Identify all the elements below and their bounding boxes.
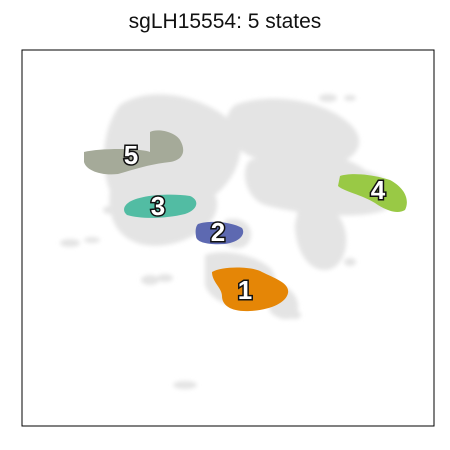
state-label-1: 1	[238, 275, 252, 305]
state-cluster-2	[195, 221, 244, 245]
state-label-4: 4	[371, 175, 386, 205]
background-cell-island	[289, 311, 301, 319]
state-cluster-3	[124, 194, 197, 218]
background-cell-island	[344, 95, 356, 101]
background-cell-island	[344, 258, 356, 266]
state-label-2: 2	[211, 217, 225, 247]
state-label-3: 3	[151, 191, 165, 221]
background-cell-island	[157, 274, 173, 282]
state-cluster-1	[212, 267, 289, 312]
state-labels: 12 3 4 5	[122, 138, 387, 306]
background-cell-island	[103, 206, 117, 214]
state-clusters	[84, 130, 407, 312]
background-cell-island	[319, 94, 337, 102]
background-cell-region	[226, 98, 360, 167]
background-cell-island	[141, 275, 159, 285]
background-cell-island	[60, 239, 80, 247]
chart-title: sgLH15554: 5 states	[128, 10, 322, 33]
background-cell-region	[295, 199, 347, 270]
state-cluster-5	[84, 130, 184, 175]
state-cluster-4	[338, 174, 407, 212]
background-cell-region	[245, 153, 396, 216]
background-cell-island	[173, 381, 197, 389]
background-cell-island	[84, 237, 100, 243]
state-label-5: 5	[124, 140, 138, 170]
